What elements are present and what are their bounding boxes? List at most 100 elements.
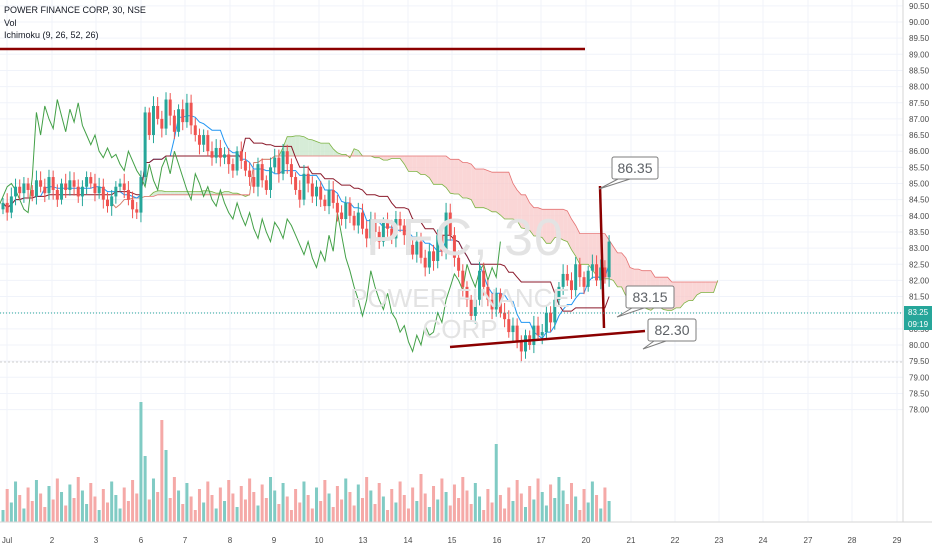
cloud-segment	[324, 143, 330, 157]
grid	[0, 0, 903, 522]
cloud-segment	[487, 170, 493, 212]
cloud-segment	[224, 191, 229, 195]
candle-body	[440, 235, 444, 252]
cloud-segment	[701, 282, 706, 293]
breakout-label[interactable]: 82.30	[642, 318, 697, 350]
symbol-title[interactable]: POWER FINANCE CORP, 30, NSE	[4, 5, 146, 15]
volume-bar	[498, 495, 502, 522]
candle-body	[578, 264, 582, 278]
price-tick-label: 78.00	[909, 406, 930, 415]
candle-body	[156, 105, 160, 119]
candle-body	[515, 325, 519, 342]
candle-body	[118, 183, 122, 187]
cloud-segment	[174, 191, 179, 195]
vol-legend[interactable]: Vol	[4, 17, 17, 28]
volume-bar	[607, 501, 611, 522]
senkou-span-b	[111, 155, 718, 283]
volume-bar	[557, 477, 561, 522]
candle-body	[5, 202, 9, 213]
price-tick-label: 85.00	[909, 180, 930, 189]
candle-body	[34, 180, 38, 197]
volume-bar	[55, 478, 59, 522]
volume-bar	[1, 510, 5, 522]
cloud-segment	[571, 219, 576, 257]
volume-bar	[390, 489, 394, 522]
cloud-segment	[320, 143, 325, 157]
candle-body	[524, 335, 527, 352]
candle-body	[478, 270, 482, 300]
candle-body	[210, 151, 214, 158]
candle-body	[55, 189, 59, 200]
cloud-segment	[709, 282, 714, 293]
candle-body	[164, 99, 168, 129]
candle-body	[110, 196, 114, 207]
cloud-segment	[308, 139, 313, 157]
volume-bar	[494, 444, 498, 522]
cloud-segment	[375, 156, 380, 158]
volume-bar	[565, 504, 569, 522]
volume-bar	[490, 502, 494, 522]
volume-bar	[549, 484, 553, 522]
candle-body	[373, 219, 377, 232]
volume-bar	[30, 501, 34, 522]
price-tick-label: 90.50	[909, 2, 930, 11]
candle-body	[30, 189, 34, 197]
volume-bar	[532, 499, 536, 522]
callout-text: 86.35	[617, 160, 652, 176]
candle-body	[544, 312, 548, 333]
cloud-segment	[504, 172, 509, 220]
volume-bar	[269, 477, 273, 522]
candle-body	[335, 202, 339, 213]
volume-bar	[582, 489, 586, 522]
price-tick-label: 82.50	[909, 260, 930, 269]
price-axis: 90.50 90.00 89.50 89.00 88.50 88.00 87.50 87.00…	[902, 0, 932, 550]
volume-bar	[528, 486, 532, 522]
candle-body	[97, 186, 101, 194]
candle-body	[273, 157, 277, 168]
volume-bar	[273, 490, 277, 522]
candle-body	[465, 286, 469, 300]
candle-body	[122, 183, 126, 190]
candle-body	[444, 212, 448, 252]
candle-body	[469, 299, 473, 316]
price-tick-label: 83.50	[909, 228, 930, 237]
volume-bar	[586, 502, 590, 522]
candle-body	[319, 186, 323, 200]
volume-bar	[348, 492, 352, 522]
candle-body	[595, 264, 599, 281]
candle-body	[9, 196, 13, 213]
volume-bar	[402, 495, 406, 522]
breakout-trendline[interactable]	[449, 329, 646, 349]
candle-body	[511, 325, 515, 333]
cloud-segment	[584, 233, 589, 265]
cloud-segment	[429, 156, 434, 185]
candle-body	[436, 235, 440, 262]
volume-bar	[64, 505, 68, 522]
cloud-segment	[387, 156, 392, 161]
candle-body	[85, 177, 89, 187]
candles	[1, 92, 611, 362]
candle-body	[223, 154, 227, 158]
time-tick-label: 8	[228, 536, 233, 545]
volume-bar	[448, 505, 452, 522]
candle-body	[135, 209, 139, 213]
cloud-segment	[680, 282, 685, 308]
candle-body	[494, 293, 498, 310]
volume-bar	[419, 474, 423, 522]
ichimoku-legend[interactable]: Ichimoku (9, 26, 52, 26)	[4, 30, 99, 40]
target-high-label[interactable]: 86.35	[598, 156, 659, 190]
volume-bar	[423, 493, 427, 522]
cloud-segment	[178, 191, 183, 195]
candle-body	[390, 228, 394, 239]
volume-bar	[302, 481, 306, 522]
cloud-segment	[563, 209, 568, 242]
candle-body	[126, 189, 130, 200]
cloud-segment	[546, 209, 551, 244]
callout-pointer	[598, 178, 631, 190]
candle-body	[607, 241, 611, 278]
target-projection-line[interactable]	[598, 185, 606, 329]
candle-body	[381, 222, 385, 242]
current-price-label[interactable]: 83.15	[616, 285, 675, 318]
